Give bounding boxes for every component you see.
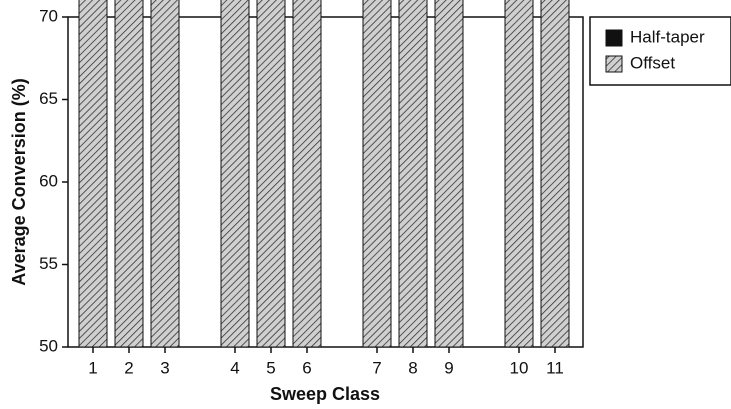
bar-segment <box>292 0 322 348</box>
bar-segment <box>434 0 464 348</box>
bar-segment <box>256 0 286 348</box>
y-axis-label: Average Conversion (%) <box>9 78 29 285</box>
y-tick-label: 70 <box>39 6 58 25</box>
legend-box <box>589 16 731 86</box>
x-tick-label: 2 <box>124 358 133 377</box>
legend-swatch <box>605 55 623 73</box>
bar-segment <box>78 0 108 348</box>
x-tick-label: 9 <box>444 358 453 377</box>
legend-label: Offset <box>630 53 675 72</box>
x-tick-label: 3 <box>160 358 169 377</box>
bar-segment <box>150 0 180 348</box>
bar-segment <box>114 0 144 348</box>
y-tick-label: 50 <box>39 336 58 355</box>
x-axis-label: Sweep Class <box>270 384 380 404</box>
bar-segment <box>362 0 392 348</box>
x-tick-label: 1 <box>88 358 97 377</box>
bar-segment <box>540 0 570 348</box>
legend-label: Half-taper <box>630 27 705 46</box>
y-tick-label: 65 <box>39 89 58 108</box>
y-tick-label: 60 <box>39 171 58 190</box>
x-tick-label: 7 <box>372 358 381 377</box>
bar-segment <box>220 0 250 348</box>
y-tick-label: 55 <box>39 254 58 273</box>
x-tick-label: 5 <box>266 358 275 377</box>
bar-segment <box>398 0 428 348</box>
x-tick-label: 6 <box>302 358 311 377</box>
x-tick-label: 10 <box>510 358 529 377</box>
x-tick-label: 4 <box>230 358 239 377</box>
x-tick-label: 8 <box>408 358 417 377</box>
legend-swatch <box>605 29 623 47</box>
bar-segment <box>504 0 534 348</box>
x-tick-label: 11 <box>546 358 564 377</box>
